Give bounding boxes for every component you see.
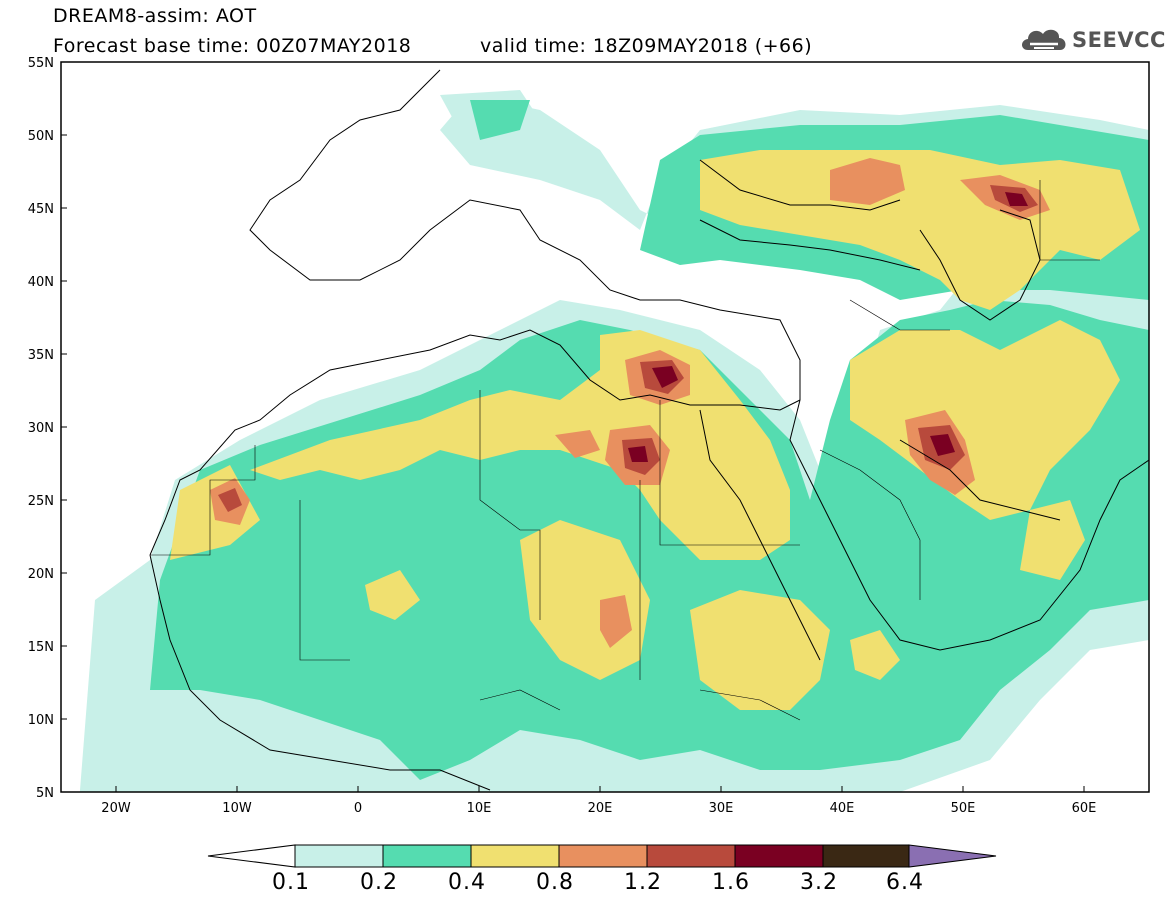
aot-level-1.2 bbox=[218, 488, 242, 512]
colorbar-segment bbox=[382, 844, 472, 868]
aot-level-0.4 bbox=[365, 570, 420, 620]
borders bbox=[150, 180, 1100, 721]
lat-label: 20N bbox=[28, 567, 54, 582]
lon-label: 50E bbox=[951, 801, 976, 816]
aot-level-0.4 bbox=[1020, 500, 1085, 580]
aot-level-0.8 bbox=[555, 430, 600, 458]
lat-label: 35N bbox=[28, 348, 54, 363]
map-title: DREAM8-assim: AOT bbox=[53, 5, 257, 27]
aot-level-0.2 bbox=[470, 100, 530, 140]
aot-level-0.4 bbox=[850, 630, 900, 680]
colorbar-label: 0.2 bbox=[360, 870, 398, 895]
valid-time: valid time: 18Z09MAY2018 (+66) bbox=[480, 35, 813, 57]
lat-label: 45N bbox=[28, 202, 54, 217]
colorbar-label: 0.1 bbox=[272, 870, 310, 895]
colorbar-segment bbox=[734, 844, 824, 868]
lat-label: 5N bbox=[36, 786, 54, 801]
colorbar-label: 1.2 bbox=[624, 870, 662, 895]
aot-level-0.8 bbox=[600, 595, 632, 648]
lat-labels: 55N 50N 45N 40N 35N 30N 25N 20N 15N 10N … bbox=[28, 56, 54, 801]
lon-label: 40E bbox=[830, 801, 855, 816]
lon-axis bbox=[115, 786, 1085, 792]
aot-level-0.4 bbox=[690, 590, 830, 710]
colorbar-segment bbox=[558, 844, 648, 868]
colorbar-high-arrow bbox=[908, 844, 997, 868]
colorbar-segment bbox=[470, 844, 560, 868]
aot-level-1.6 bbox=[930, 434, 955, 456]
logo-text: SEEVCCC bbox=[1072, 28, 1165, 52]
colorbar bbox=[207, 844, 997, 868]
lat-label: 50N bbox=[28, 129, 54, 144]
aot-level-0.8 bbox=[830, 158, 905, 205]
colorbar-label: 6.4 bbox=[886, 870, 924, 895]
colorbar-label: 1.6 bbox=[712, 870, 750, 895]
lat-label: 15N bbox=[28, 640, 54, 655]
colorbar-label: 0.4 bbox=[448, 870, 486, 895]
lat-label: 30N bbox=[28, 421, 54, 436]
lon-label: 10W bbox=[222, 801, 252, 816]
aot-field bbox=[80, 90, 1149, 792]
aot-level-1.6 bbox=[1005, 192, 1028, 206]
lon-label: 0 bbox=[354, 801, 362, 816]
forecast-base-time: Forecast base time: 00Z07MAY2018 bbox=[53, 35, 412, 57]
lat-axis bbox=[61, 61, 67, 793]
colorbar-low-arrow bbox=[207, 844, 296, 868]
colorbar-segment bbox=[646, 844, 736, 868]
lon-label: 60E bbox=[1072, 801, 1097, 816]
colorbar-label: 0.8 bbox=[536, 870, 574, 895]
lon-label: 10E bbox=[467, 801, 492, 816]
lon-label: 20W bbox=[101, 801, 131, 816]
seevccc-logo: SEEVCCC bbox=[1018, 22, 1165, 58]
lon-label: 20E bbox=[588, 801, 613, 816]
lat-label: 10N bbox=[28, 713, 54, 728]
cloud-icon bbox=[1022, 29, 1066, 50]
lat-label: 25N bbox=[28, 494, 54, 509]
lat-label: 40N bbox=[28, 275, 54, 290]
lat-label: 55N bbox=[28, 56, 54, 71]
coastlines bbox=[149, 69, 1149, 791]
aot-level-1.6 bbox=[652, 366, 678, 388]
lon-labels: 20W 10W 0 10E 20E 30E 40E 50E 60E bbox=[101, 801, 1096, 816]
colorbar-label: 3.2 bbox=[800, 870, 838, 895]
colorbar-segment bbox=[822, 844, 910, 868]
aot-level-1.6 bbox=[628, 446, 648, 462]
lon-label: 30E bbox=[709, 801, 734, 816]
aot-level-0.4 bbox=[850, 320, 1120, 520]
colorbar-segment bbox=[294, 844, 384, 868]
